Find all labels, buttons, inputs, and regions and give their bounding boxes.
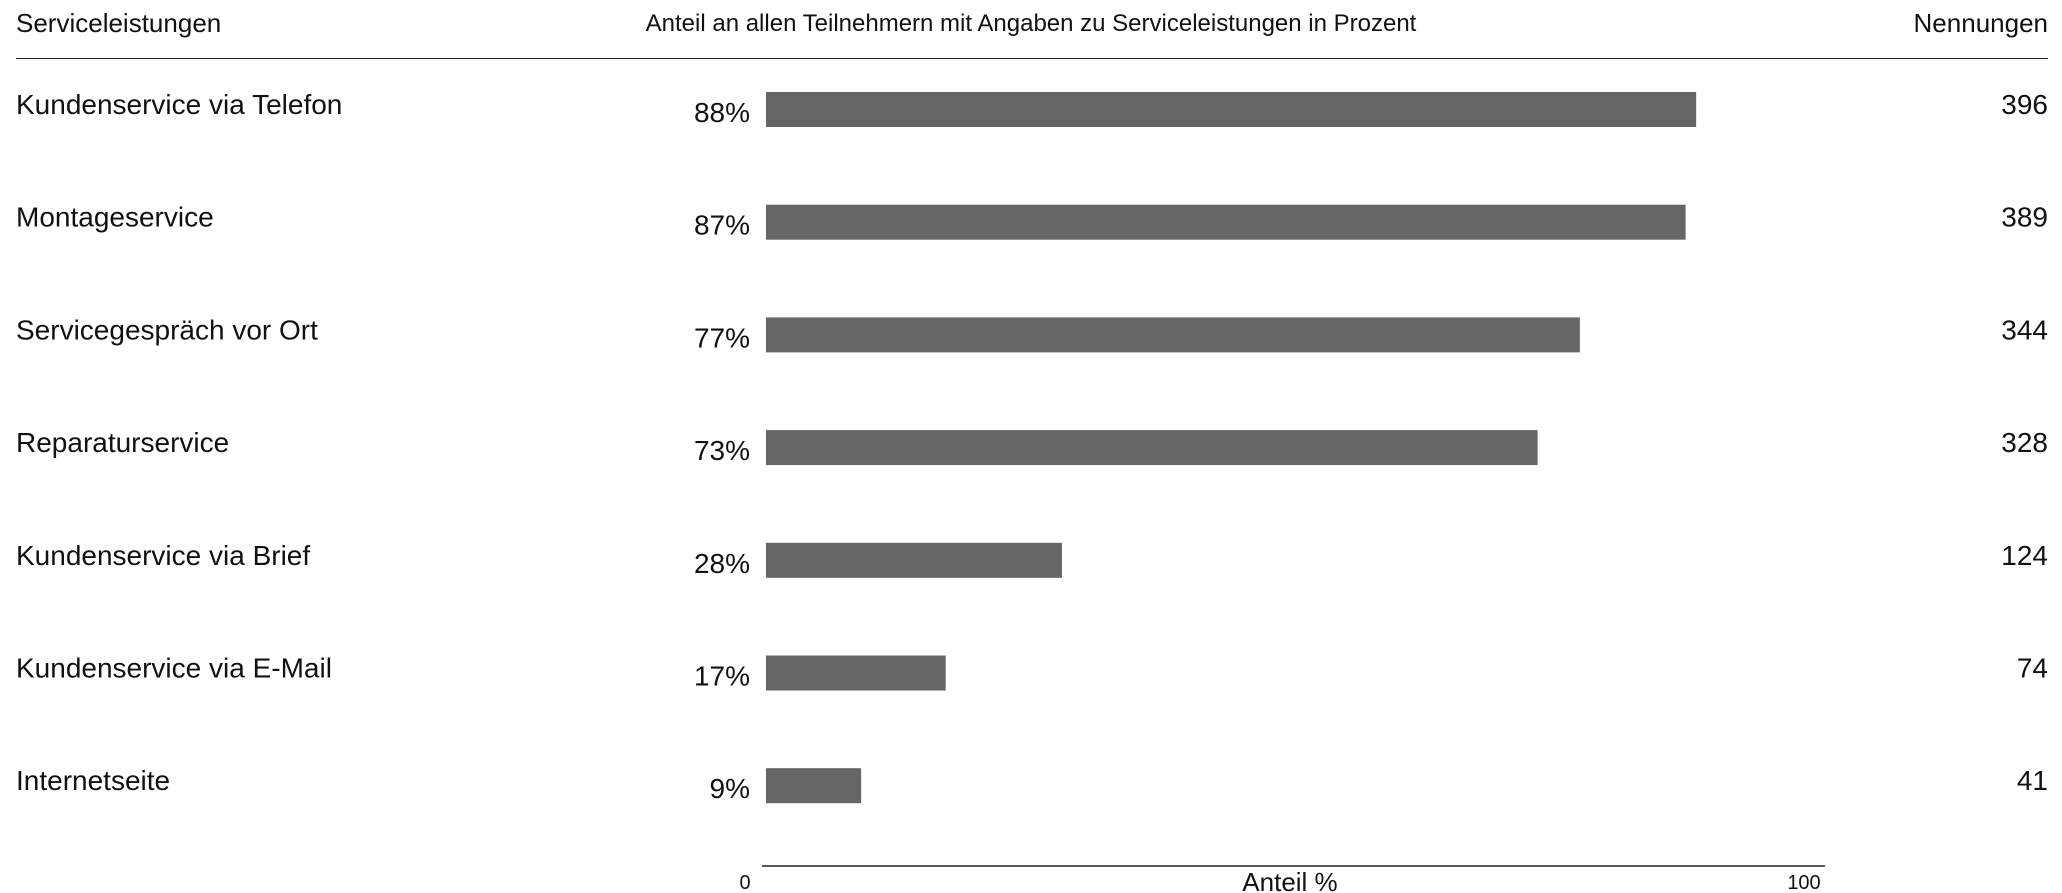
bar — [766, 768, 862, 804]
count-label: 389 — [2001, 202, 2048, 233]
count-label: 396 — [2001, 89, 2048, 120]
header-divider — [16, 58, 2048, 59]
column-header-serviceleistungen: Serviceleistungen — [16, 8, 222, 38]
category-label: Kundenservice via Brief — [16, 540, 310, 571]
bar — [766, 655, 946, 691]
category-label: Kundenservice via Telefon — [16, 89, 342, 120]
value-label: 28% — [694, 548, 750, 579]
category-label: Servicegespräch vor Ort — [16, 314, 318, 345]
bar — [766, 430, 1538, 466]
category-label: Montageservice — [16, 202, 214, 233]
value-label: 77% — [694, 322, 750, 353]
value-label: 73% — [694, 435, 750, 466]
count-label: 41 — [2017, 765, 2048, 796]
bar — [766, 542, 1062, 578]
category-label: Kundenservice via E-Mail — [16, 653, 332, 684]
count-label: 124 — [2001, 540, 2048, 571]
count-label: 74 — [2017, 653, 2048, 684]
x-tick-label: 100 — [1787, 872, 1820, 893]
value-label: 17% — [694, 661, 750, 692]
count-label: 344 — [2001, 314, 2048, 345]
category-label: Internetseite — [16, 765, 170, 796]
count-label: 328 — [2001, 427, 2048, 458]
bar — [766, 317, 1580, 353]
bar — [766, 204, 1686, 240]
value-label: 9% — [710, 773, 750, 804]
value-label: 87% — [694, 210, 750, 241]
bar — [766, 92, 1697, 127]
chart-title: Anteil an allen Teilnehmern mit Angaben … — [645, 10, 1417, 37]
column-header-nennungen: Nennungen — [1913, 8, 2048, 38]
x-axis-title: Anteil % — [1242, 867, 1337, 893]
x-tick-label: 0 — [739, 872, 750, 893]
value-label: 88% — [694, 97, 750, 128]
category-label: Reparaturservice — [16, 427, 229, 458]
